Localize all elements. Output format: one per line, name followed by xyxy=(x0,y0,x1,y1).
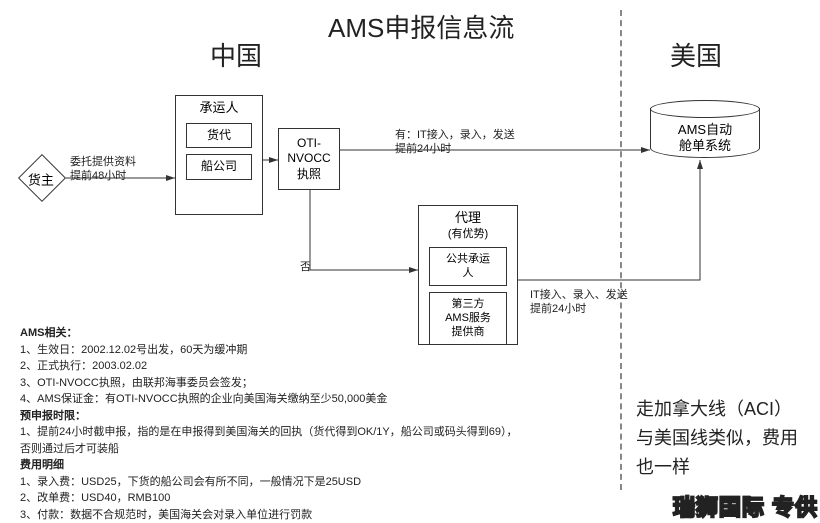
notes-heading-2: 预申报时限： xyxy=(20,408,590,425)
notes-heading-3: 费用明细 xyxy=(20,457,590,474)
notes-line-2-0: 1、提前24小时截申报，指的是在申报得到美国海关的回执（货代得到OK/1Y，船公… xyxy=(20,424,590,441)
notes-heading-1: AMS相关： xyxy=(20,325,590,342)
node-agent-child-0: 公共承运 人 xyxy=(429,247,507,286)
node-carrier-group: 承运人 货代 船公司 xyxy=(175,95,263,215)
edge-label-oti-agent: 否 xyxy=(300,260,311,274)
node-agent-title-2: (有优势) xyxy=(423,227,513,241)
node-ams-system: AMS自动 舱单系统 xyxy=(650,100,760,158)
node-agent-group: 代理 (有优势) 公共承运 人 第三方 AMS服务 提供商 xyxy=(418,205,518,345)
node-oti: OTI- NVOCC 执照 xyxy=(278,128,340,190)
node-carrier-child-0: 货代 xyxy=(186,123,252,149)
notes-line-1-2: 3、OTI-NVOCC执照，由联邦海事委员会签发； xyxy=(20,375,590,392)
notes-line-3-0: 1、录入费：USD25，下货的船公司会有所不同，一般情况下是25USD xyxy=(20,474,590,491)
side-note-aci: 走加拿大线（ACI） 与美国线类似，费用 也一样 xyxy=(636,395,798,481)
edge-label-agent-ams: IT接入、录入、发送 提前24小时 xyxy=(530,288,628,317)
node-carrier-title: 承运人 xyxy=(180,100,258,117)
notes-line-1-0: 1、生效日：2002.12.02号出发，60天为缓冲期 xyxy=(20,342,590,359)
notes-line-1-1: 2、正式执行：2003.02.02 xyxy=(20,358,590,375)
edge-oti-agent xyxy=(310,190,418,270)
watermark-text: 瑞狮国际 专供 xyxy=(673,490,818,522)
notes-line-2-1: 否则通过后才可装船 xyxy=(20,441,590,458)
notes-line-1-3: 4、AMS保证金：有OTI-NVOCC执照的企业向美国海关缴纳至少50,000美… xyxy=(20,391,590,408)
node-carrier-child-1: 船公司 xyxy=(186,154,252,180)
notes-line-3-2: 3、付款：数据不合规范时，美国海关会对录入单位进行罚款 xyxy=(20,507,590,523)
diagram-canvas: AMS申报信息流 中国 美国 货主 委托提供资料 提前48小时 有：IT接入，录… xyxy=(0,0,820,522)
notes-block: AMS相关： 1、生效日：2002.12.02号出发，60天为缓冲期 2、正式执… xyxy=(20,325,590,523)
notes-line-3-1: 2、改单费：USD40，RMB100 xyxy=(20,490,590,507)
node-shipper-label: 货主 xyxy=(25,170,57,189)
edge-label-oti-ams: 有：IT接入，录入，发送 提前24小时 xyxy=(395,128,515,157)
node-agent-title-1: 代理 xyxy=(423,210,513,227)
edge-label-shipper-carrier: 委托提供资料 提前48小时 xyxy=(70,155,136,184)
edge-agent-ams xyxy=(518,160,700,280)
